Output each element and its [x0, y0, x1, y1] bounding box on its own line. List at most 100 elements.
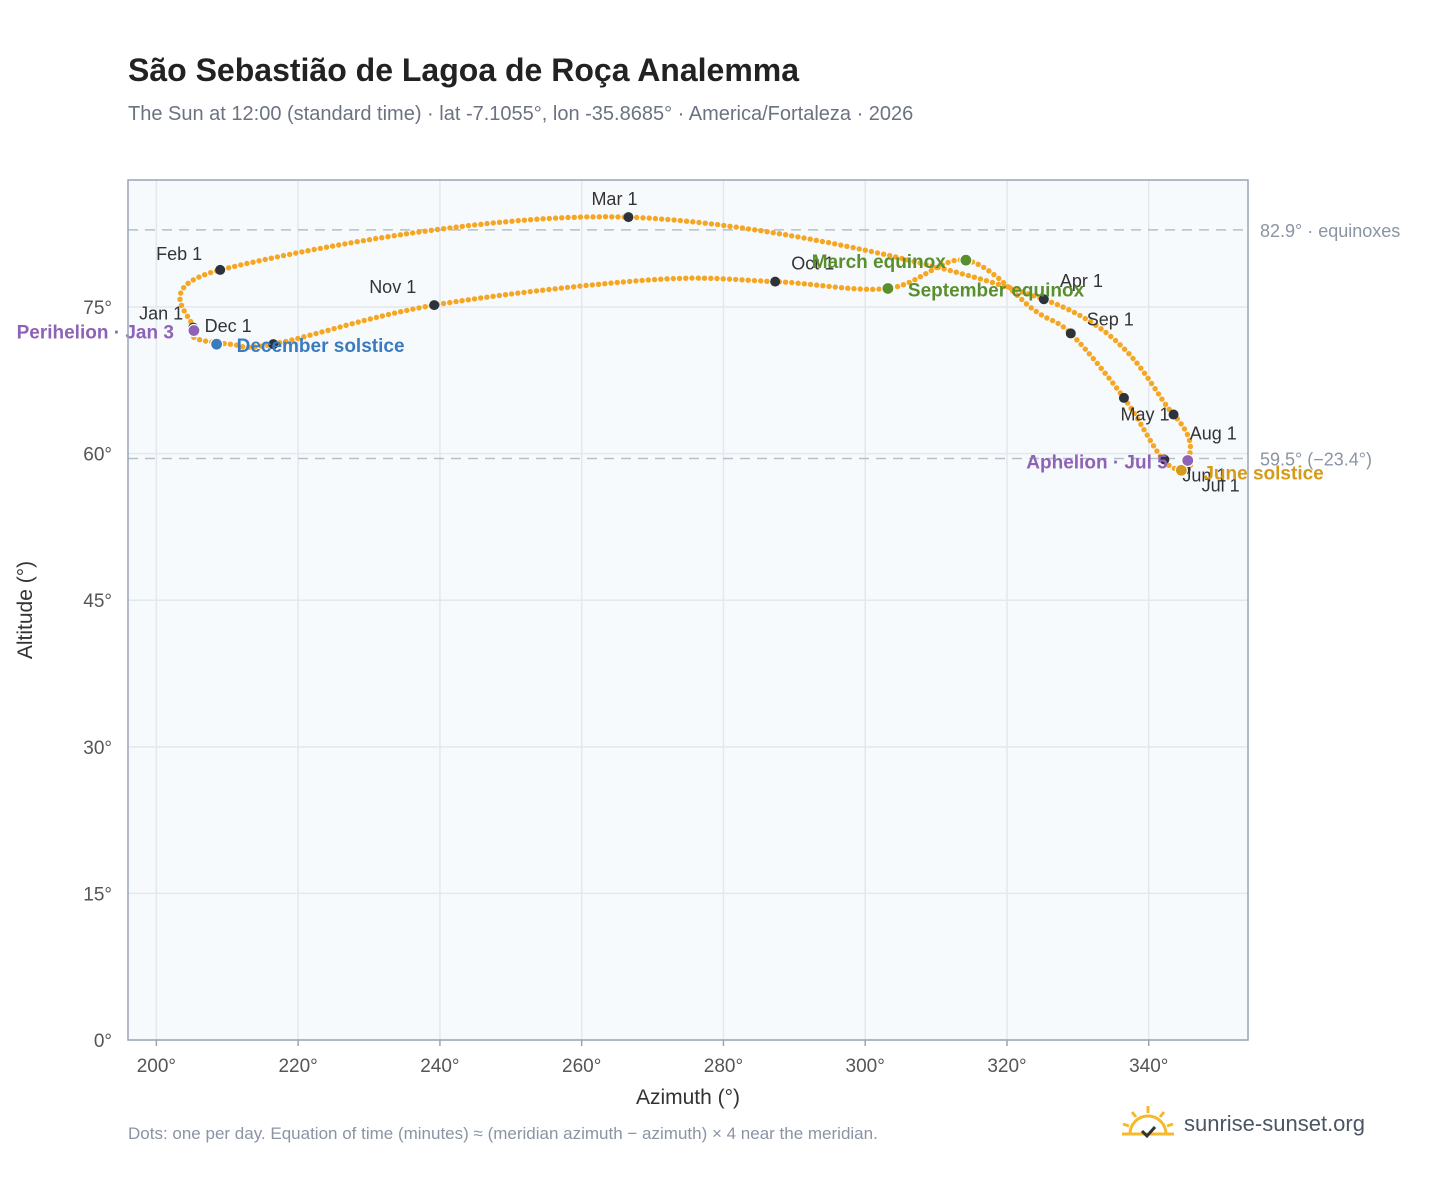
daily-dot — [683, 218, 690, 224]
daily-dot — [813, 237, 819, 243]
daily-dot — [317, 245, 323, 252]
month-marker — [770, 276, 781, 287]
y-tick-label: 45° — [83, 591, 112, 612]
daily-dot — [329, 243, 336, 249]
daily-dot — [1028, 305, 1034, 311]
daily-dot — [945, 259, 951, 266]
daily-dot — [373, 235, 379, 242]
x-tick-label: 300° — [846, 1056, 885, 1077]
y-tick-label: 0° — [94, 1031, 112, 1052]
daily-dot — [589, 282, 595, 288]
daily-dot — [515, 217, 521, 224]
daily-dot — [533, 288, 540, 294]
daily-dot — [1159, 396, 1165, 402]
daily-dot — [404, 307, 410, 314]
daily-dot — [185, 280, 191, 286]
daily-dot — [627, 278, 633, 285]
daily-dot — [1106, 375, 1112, 381]
daily-dot — [1186, 437, 1193, 444]
daily-dot — [307, 332, 313, 338]
daily-dot — [789, 279, 795, 286]
daily-dot — [923, 271, 929, 277]
brand-logo[interactable]: sunrise-sunset.org — [1120, 1102, 1365, 1146]
daily-dot — [336, 242, 342, 248]
daily-dot — [1108, 333, 1114, 340]
daily-dot — [807, 281, 814, 288]
daily-dot — [354, 239, 360, 245]
daily-dot — [986, 268, 992, 274]
daily-dot — [825, 239, 832, 246]
daily-dot — [323, 244, 330, 250]
daily-dot — [527, 217, 534, 223]
daily-dot — [391, 310, 398, 316]
daily-dot — [1152, 386, 1158, 392]
daily-dot — [801, 235, 807, 241]
month-label: Jan 1 — [139, 304, 183, 324]
daily-dot — [814, 282, 820, 288]
daily-dot — [447, 299, 453, 306]
daily-dot — [244, 260, 250, 267]
daily-dot — [726, 276, 733, 282]
month-marker — [1065, 328, 1076, 339]
daily-dot — [1126, 351, 1132, 357]
daily-dot — [1184, 431, 1191, 438]
daily-dot — [262, 256, 268, 263]
month-label: May 1 — [1121, 405, 1170, 425]
daily-dot — [614, 279, 620, 286]
x-tick-label: 320° — [987, 1056, 1026, 1077]
daily-dot — [496, 219, 503, 225]
daily-dot — [422, 228, 428, 234]
daily-dot — [184, 313, 191, 319]
daily-dot — [658, 276, 664, 282]
sun-logo-icon — [1122, 1106, 1174, 1139]
month-label: Jul 1 — [1202, 475, 1240, 495]
daily-dot — [1025, 291, 1031, 297]
daily-dot — [238, 262, 244, 268]
daily-dot — [274, 254, 281, 260]
daily-dot — [1014, 292, 1020, 298]
event-label: March equinox — [812, 252, 947, 273]
daily-dot — [233, 342, 240, 348]
daily-dot — [583, 282, 589, 289]
daily-dot — [422, 304, 428, 310]
daily-dot — [863, 286, 870, 292]
daily-dot — [977, 276, 984, 282]
daily-dot — [1181, 426, 1188, 432]
daily-dot — [1121, 346, 1128, 352]
daily-dot — [177, 296, 183, 302]
daily-dot — [851, 286, 857, 292]
x-tick-label: 260° — [562, 1056, 601, 1077]
daily-dot — [584, 214, 590, 220]
daily-dot — [1117, 342, 1123, 348]
month-label: Mar 1 — [591, 189, 637, 209]
daily-dot — [226, 265, 232, 271]
daily-dot — [355, 319, 361, 325]
daily-dot — [939, 262, 945, 268]
daily-dot — [721, 222, 727, 229]
daily-dot — [385, 234, 391, 240]
daily-dot — [1141, 370, 1148, 376]
month-label: Aug 1 — [1190, 424, 1237, 444]
daily-dot — [478, 221, 484, 227]
event-marker — [210, 337, 224, 351]
daily-dot — [478, 295, 484, 301]
daily-dot — [751, 277, 758, 284]
daily-dot — [546, 286, 552, 293]
daily-dot — [651, 276, 658, 283]
daily-dot — [917, 274, 924, 280]
daily-dot — [527, 288, 533, 295]
daily-dot — [207, 269, 214, 276]
daily-dot — [934, 264, 940, 271]
daily-dot — [559, 215, 565, 221]
daily-dot — [894, 283, 901, 290]
daily-dot — [459, 298, 465, 304]
daily-dot — [1078, 341, 1084, 348]
daily-dot — [677, 217, 683, 224]
daily-dot — [1135, 416, 1141, 422]
daily-dot — [981, 264, 987, 271]
daily-dot — [923, 261, 929, 268]
daily-dot — [652, 215, 659, 222]
y-axis-label: Altitude (°) — [14, 561, 37, 659]
x-tick-label: 280° — [704, 1056, 743, 1077]
